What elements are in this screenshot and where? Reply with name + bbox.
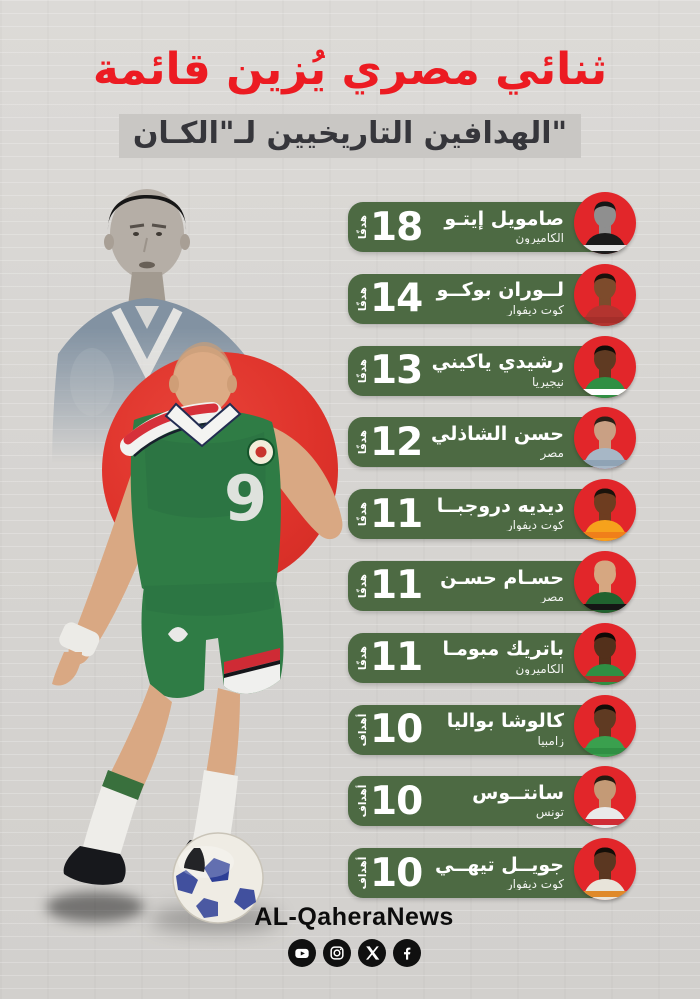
goal-count: 14	[370, 276, 423, 322]
goal-unit: أهداف	[357, 713, 369, 746]
player-photo	[574, 838, 636, 901]
player-country: الكاميرون	[515, 231, 564, 245]
player-name: رشيدي ياكيني	[431, 353, 564, 374]
player-row: حسـام حسـن مصر 11 هدفًا	[348, 550, 636, 613]
player-row: حسن الشاذلي مصر 12 هدفًا	[348, 407, 636, 470]
player-name: صامويل إيتـو	[444, 209, 564, 230]
goal-unit: هدفًا	[357, 573, 369, 599]
player-info: صامويل إيتـو الكاميرون	[424, 210, 564, 245]
player-photo	[574, 192, 636, 254]
goal-unit: هدفًا	[357, 502, 369, 527]
main-player-photo: 9	[52, 342, 343, 924]
player-name: كالوشا بواليا	[446, 712, 564, 733]
goal-unit: هدفًا	[357, 358, 369, 383]
instagram-icon	[322, 939, 351, 967]
player-row: ديديه دروجبــا كوت ديفوار 11 هدفًا	[348, 479, 636, 542]
page-subtitle-wrap: الهدافين التاريخيين لـ"الكـان"	[0, 114, 700, 158]
youtube-icon	[287, 939, 316, 967]
goal-unit: هدفًا	[357, 214, 369, 240]
player-name: جويــل تيهــي	[435, 855, 564, 876]
goal-count: 10	[370, 778, 423, 824]
player-info: سانتــوس تونس	[424, 784, 564, 819]
page-title: ثنائي مصري يُزين قائمة	[92, 44, 608, 95]
player-photo	[574, 479, 636, 542]
player-name: لــوران بوكــو	[436, 281, 564, 302]
player-country: كوت ديفوار	[506, 518, 564, 532]
goal-count: 11	[370, 491, 423, 537]
facebook-icon	[392, 939, 421, 967]
player-row: كالوشا بواليا زامبيا 10 أهداف	[348, 694, 636, 757]
jersey-number: 9	[224, 462, 267, 535]
goal-unit: أهداف	[357, 856, 369, 890]
page-subtitle: الهدافين التاريخيين لـ"الكـان"	[118, 114, 582, 158]
ground-shadow	[46, 892, 144, 922]
player-country: الكاميرون	[515, 661, 564, 676]
player-country: نيجيريا	[532, 374, 564, 388]
player-info: حسن الشاذلي مصر	[424, 425, 564, 460]
goal-count: 13	[370, 348, 423, 394]
player-country: تونس	[535, 805, 564, 819]
goal-count: 12	[370, 419, 423, 465]
goal-count: 10	[370, 707, 423, 753]
goal-count: 18	[370, 204, 423, 250]
player-row: رشيدي ياكيني نيجيريا 13 هدفًا	[348, 335, 636, 398]
player-info: رشيدي ياكيني نيجيريا	[424, 353, 564, 388]
player-row: جويــل تيهــي كوت ديفوار 10 أهداف	[348, 838, 636, 901]
player-info: حسـام حسـن مصر	[424, 569, 564, 604]
player-country: كوت ديفوار	[506, 302, 564, 317]
player-info: ديديه دروجبــا كوت ديفوار	[424, 497, 564, 532]
goal-count: 11	[370, 563, 423, 609]
goal-count: 10	[370, 850, 423, 896]
player-name: حسـام حسـن	[440, 568, 564, 589]
player-row: لــوران بوكــو كوت ديفوار 14 هدفًا	[348, 263, 636, 326]
goal-unit: هدفًا	[357, 430, 369, 455]
player-info: باتريك مبومـا الكاميرون	[424, 640, 565, 676]
player-photo	[574, 694, 636, 757]
player-country: زامبيا	[537, 733, 564, 747]
player-row: باتريك مبومـا الكاميرون 11 هدفًا	[348, 622, 636, 685]
goal-unit: هدفًا	[357, 286, 369, 311]
player-country: كوت ديفوار	[506, 877, 564, 891]
player-name: سانتــوس	[472, 784, 564, 805]
player-info: جويــل تيهــي كوت ديفوار	[424, 856, 564, 891]
goal-count: 11	[370, 635, 423, 681]
goal-unit: هدفًا	[357, 645, 369, 670]
player-row: صامويل إيتـو الكاميرون 18 هدفًا	[348, 192, 636, 254]
social-icons-row	[0, 939, 700, 967]
player-country: مصر	[540, 446, 564, 460]
player-photo	[574, 550, 636, 613]
x-icon	[357, 939, 386, 967]
player-photo	[574, 622, 636, 685]
player-name: حسن الشاذلي	[431, 425, 564, 446]
player-row: سانتــوس تونس 10 أهداف	[348, 766, 636, 829]
player-photo	[574, 407, 636, 470]
player-name: باتريك مبومـا	[442, 640, 565, 661]
player-name: ديديه دروجبــا	[436, 496, 564, 517]
player-country: مصر	[540, 590, 564, 604]
brand-logo-text: AL-QaheraNews	[254, 903, 454, 931]
player-photo	[574, 335, 636, 398]
player-photo	[574, 766, 636, 829]
player-photo	[574, 263, 636, 326]
goal-unit: أهداف	[357, 785, 369, 818]
player-info: كالوشا بواليا زامبيا	[424, 712, 564, 747]
top-scorers-list: صامويل إيتـو الكاميرون 18 هدفًا لــوران …	[348, 192, 636, 920]
player-info: لــوران بوكــو كوت ديفوار	[424, 281, 564, 316]
